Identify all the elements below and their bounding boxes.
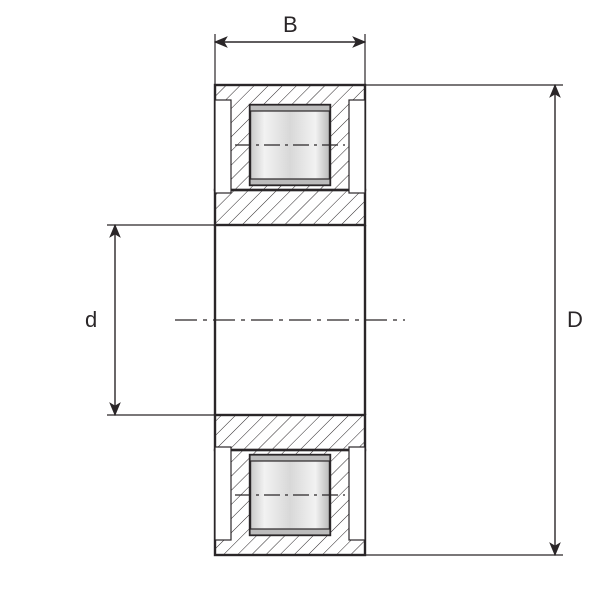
bearing-cross-section: Bd D (0, 0, 600, 600)
roller-bottom (235, 455, 345, 535)
rib-gap-right-0 (349, 100, 365, 193)
roller-top (235, 105, 345, 185)
label-d: d (85, 307, 97, 332)
rib-gap-right-1 (349, 447, 365, 540)
label-B: B (283, 12, 298, 37)
rib-gap-left-0 (215, 100, 231, 193)
inner-ring-top (215, 190, 365, 225)
label-D: D (567, 307, 583, 332)
inner-ring-bot (215, 415, 365, 450)
rib-gap-left-1 (215, 447, 231, 540)
